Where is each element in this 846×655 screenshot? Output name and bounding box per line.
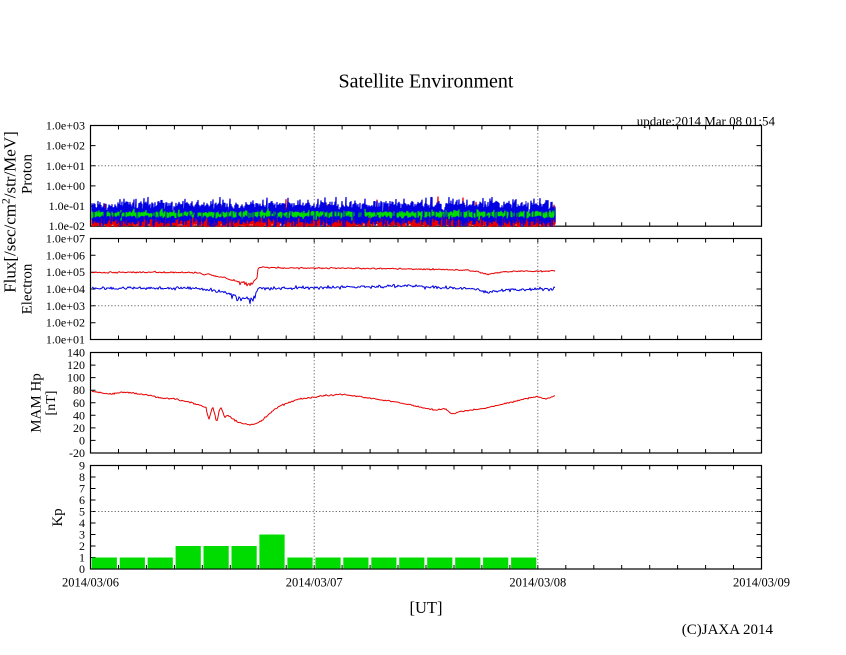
svg-text:Proton: Proton xyxy=(20,154,36,195)
svg-text:2014/03/08: 2014/03/08 xyxy=(509,576,566,590)
svg-text:Satellite Environment: Satellite Environment xyxy=(339,71,514,93)
svg-text:1.0e-02: 1.0e-02 xyxy=(49,219,85,233)
svg-text:(C)JAXA 2014: (C)JAXA 2014 xyxy=(682,622,774,638)
svg-text:Flux[/sec/cm2/str/MeV]: Flux[/sec/cm2/str/MeV] xyxy=(1,131,20,293)
svg-text:0: 0 xyxy=(79,433,85,447)
svg-text:140: 140 xyxy=(67,346,85,360)
svg-text:[UT]: [UT] xyxy=(410,598,443,617)
svg-text:2014/03/09: 2014/03/09 xyxy=(733,576,790,590)
svg-text:1.0e+06: 1.0e+06 xyxy=(46,248,85,262)
svg-text:1.0e+05: 1.0e+05 xyxy=(46,265,85,279)
svg-text:3: 3 xyxy=(79,528,85,542)
svg-text:9: 9 xyxy=(79,459,85,473)
svg-text:-20: -20 xyxy=(69,446,85,460)
svg-text:1: 1 xyxy=(79,551,85,565)
svg-text:MAM Hp: MAM Hp xyxy=(29,373,45,433)
svg-text:1.0e+02: 1.0e+02 xyxy=(46,139,85,153)
svg-text:40: 40 xyxy=(73,408,85,422)
svg-text:1.0e-01: 1.0e-01 xyxy=(49,199,85,213)
svg-text:2014/03/06: 2014/03/06 xyxy=(62,576,119,590)
svg-text:1.0e+03: 1.0e+03 xyxy=(46,299,85,313)
svg-text:1.0e+03: 1.0e+03 xyxy=(46,119,85,133)
svg-text:1.0e+01: 1.0e+01 xyxy=(46,333,85,347)
svg-text:0: 0 xyxy=(79,562,85,576)
svg-text:update:2014 Mar 08 01:54: update:2014 Mar 08 01:54 xyxy=(637,114,776,129)
svg-text:6: 6 xyxy=(79,493,85,507)
svg-text:[nT]: [nT] xyxy=(44,391,59,416)
svg-text:60: 60 xyxy=(73,396,85,410)
svg-text:1.0e+04: 1.0e+04 xyxy=(46,282,85,296)
svg-text:5: 5 xyxy=(79,505,85,519)
svg-text:80: 80 xyxy=(73,383,85,397)
svg-text:1.0e+00: 1.0e+00 xyxy=(46,179,85,193)
svg-text:8: 8 xyxy=(79,470,85,484)
svg-text:4: 4 xyxy=(79,516,85,530)
svg-text:Electron: Electron xyxy=(20,263,36,314)
svg-text:2014/03/07: 2014/03/07 xyxy=(286,576,343,590)
svg-text:Kp: Kp xyxy=(50,508,66,526)
svg-text:100: 100 xyxy=(67,371,85,385)
svg-text:2: 2 xyxy=(79,539,85,553)
svg-text:7: 7 xyxy=(79,482,85,496)
svg-text:1.0e+01: 1.0e+01 xyxy=(46,159,85,173)
svg-text:120: 120 xyxy=(67,358,85,372)
svg-text:1.0e+07: 1.0e+07 xyxy=(46,232,85,246)
svg-text:20: 20 xyxy=(73,421,85,435)
svg-text:1.0e+02: 1.0e+02 xyxy=(46,316,85,330)
